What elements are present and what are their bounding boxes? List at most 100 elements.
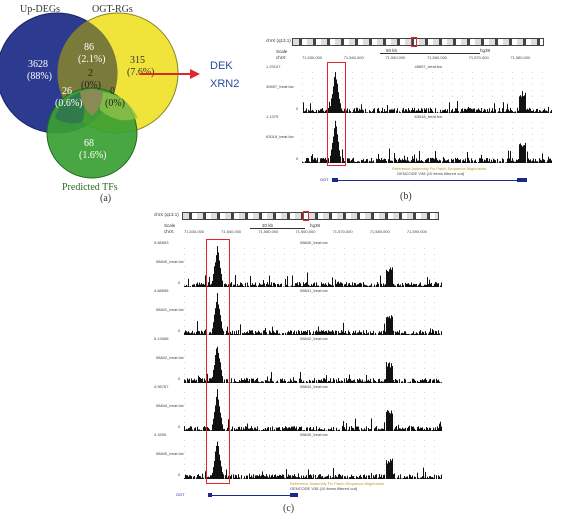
- grid-dot: [244, 410, 245, 411]
- signal-bar: [479, 109, 480, 113]
- signal-bar: [315, 475, 316, 479]
- grid-dot: [184, 458, 185, 459]
- signal-bar: [332, 330, 333, 335]
- grid-dot: [402, 122, 403, 123]
- grid-dot: [382, 128, 383, 129]
- grid-dot: [184, 254, 185, 255]
- grid-dot: [322, 90, 323, 91]
- signal-bar: [254, 284, 255, 287]
- signal-bar: [359, 475, 360, 479]
- signal-bar: [211, 378, 212, 383]
- signal-bar: [329, 381, 330, 383]
- signal-bar: [369, 160, 370, 163]
- grid-dot: [274, 440, 275, 441]
- grid-dot: [214, 308, 215, 309]
- signal-bar: [341, 282, 342, 287]
- grid-dot: [374, 374, 375, 375]
- signal-bar: [221, 321, 222, 335]
- signal-bar: [403, 159, 404, 163]
- ideogram-label-b: chrX (q13.1): [266, 38, 291, 43]
- signal-bar: [453, 111, 454, 113]
- grid-dot: [224, 326, 225, 327]
- grid-dot: [312, 122, 313, 123]
- grid-dot: [224, 470, 225, 471]
- grid-dot: [392, 84, 393, 85]
- signal-bar: [361, 159, 362, 163]
- grid-dot: [184, 296, 185, 297]
- grid-dot: [424, 320, 425, 321]
- grid-dot: [472, 140, 473, 141]
- signal-bar: [208, 427, 209, 431]
- signal-bar: [389, 412, 390, 431]
- grid-dot: [264, 374, 265, 375]
- signal-bar: [379, 331, 380, 335]
- signal-bar: [368, 332, 369, 335]
- grid-dot: [254, 392, 255, 393]
- grid-dot: [422, 122, 423, 123]
- scale-label-c: Scale: [164, 223, 176, 228]
- signal-bar: [331, 382, 332, 383]
- signal-bar: [201, 379, 202, 383]
- grid-dot: [372, 90, 373, 91]
- signal-bar: [529, 107, 530, 113]
- signal-bar: [244, 286, 245, 287]
- signal-bar: [337, 430, 338, 431]
- grid-dot: [404, 350, 405, 351]
- signal-bar: [466, 162, 467, 163]
- signal-bar: [212, 472, 213, 479]
- gene-xrn2: XRN2: [210, 78, 240, 90]
- grid-dot: [234, 344, 235, 345]
- grid-dot: [434, 326, 435, 327]
- signal-bar: [235, 429, 236, 431]
- grid-dot: [394, 332, 395, 333]
- grid-dot: [392, 134, 393, 135]
- signal-bar: [466, 109, 467, 113]
- grid-dot: [394, 452, 395, 453]
- grid-dot: [374, 452, 375, 453]
- signal-bar: [391, 460, 392, 479]
- grid-dot: [334, 296, 335, 297]
- track-min-value: 0: [178, 376, 181, 381]
- signal-bar: [440, 160, 441, 163]
- signal-bar: [184, 478, 185, 479]
- signal-bar: [328, 330, 329, 335]
- grid-dot: [204, 314, 205, 315]
- grid-dot: [364, 266, 365, 267]
- signal-bar: [375, 332, 376, 335]
- grid-dot: [394, 416, 395, 417]
- grid-dot: [214, 254, 215, 255]
- signal-bar: [219, 260, 220, 287]
- signal-bar: [414, 284, 415, 287]
- signal-bar: [323, 283, 324, 287]
- grid-dot: [372, 72, 373, 73]
- signal-bar: [302, 382, 303, 383]
- signal-bar: [222, 280, 223, 287]
- grid-dot: [314, 314, 315, 315]
- signal-bar: [397, 429, 398, 431]
- signal-bar: [386, 411, 387, 431]
- signal-bar: [297, 333, 298, 335]
- signal-bar: [236, 428, 237, 431]
- grid-dot: [214, 314, 215, 315]
- signal-bar: [319, 427, 320, 431]
- signal-bar: [402, 478, 403, 479]
- signal-bar: [547, 160, 548, 163]
- signal-bar: [399, 428, 400, 431]
- signal-bar: [382, 477, 383, 479]
- grid-dot: [382, 122, 383, 123]
- grid-dot: [294, 410, 295, 411]
- signal-bar: [378, 477, 379, 479]
- signal-bar: [439, 159, 440, 163]
- gene-intron-line-b: [332, 180, 527, 181]
- signal-bar: [417, 427, 418, 431]
- grid-dot: [344, 266, 345, 267]
- grid-dot: [384, 248, 385, 249]
- signal-bar: [325, 331, 326, 335]
- grid-dot: [434, 428, 435, 429]
- grid-dot: [324, 458, 325, 459]
- signal-bar: [417, 333, 418, 335]
- signal-bar: [270, 284, 271, 287]
- grid-dot: [402, 84, 403, 85]
- grid-dot: [204, 320, 205, 321]
- grid-dot: [194, 464, 195, 465]
